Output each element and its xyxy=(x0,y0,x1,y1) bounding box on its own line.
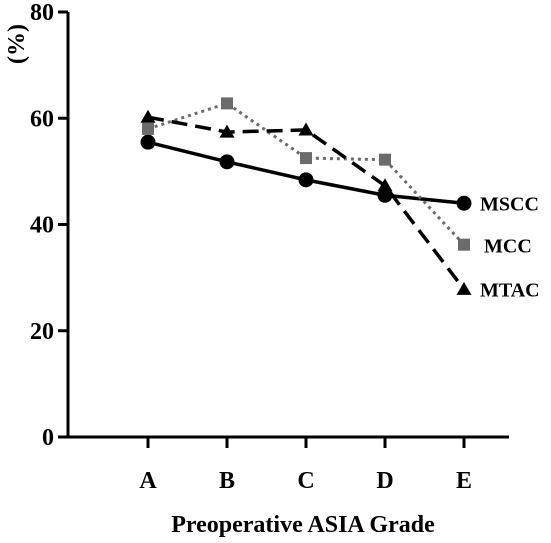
y-tick-label: 0 xyxy=(42,425,54,451)
point-mcc xyxy=(379,153,391,166)
x-tick-label: A xyxy=(139,468,157,494)
point-mtac xyxy=(219,124,235,138)
x-axis-ticks: A B C D E xyxy=(139,437,472,494)
x-tick-label: C xyxy=(297,468,314,494)
x-tick-label: B xyxy=(219,468,235,494)
y-tick-label: 60 xyxy=(30,106,54,132)
point-mtac xyxy=(140,109,156,123)
point-mcc xyxy=(142,122,154,135)
point-mscc xyxy=(219,154,235,170)
point-mcc xyxy=(221,97,233,110)
point-mcc xyxy=(458,238,470,251)
point-mcc xyxy=(300,152,312,165)
point-mtac xyxy=(298,122,314,136)
series-line-mtac xyxy=(147,115,466,291)
y-axis-title: (%) xyxy=(4,24,30,64)
point-mscc xyxy=(456,195,472,211)
series-line-mcc xyxy=(147,101,466,246)
point-mtac xyxy=(456,281,472,295)
x-tick-label: D xyxy=(376,468,393,494)
series-label-mcc: MCC xyxy=(484,236,532,258)
point-mscc xyxy=(377,187,393,203)
x-axis-title: Preoperative ASIA Grade xyxy=(171,512,435,538)
series-label-mtac: MTAC xyxy=(480,279,540,301)
y-tick-label: 20 xyxy=(30,319,54,345)
axes xyxy=(66,12,509,439)
y-tick-label: 40 xyxy=(30,213,54,239)
point-mscc xyxy=(298,172,314,188)
series-label-mscc: MSCC xyxy=(480,193,539,215)
series-labels: MSCC MCC MTAC xyxy=(480,193,540,301)
y-tick-label: 80 xyxy=(30,0,54,26)
point-mscc xyxy=(140,134,156,150)
x-tick-label: E xyxy=(456,468,472,494)
series-markers xyxy=(140,97,472,295)
point-mtac xyxy=(377,178,393,192)
y-axis-ticks: 0 20 40 60 80 xyxy=(30,0,68,451)
